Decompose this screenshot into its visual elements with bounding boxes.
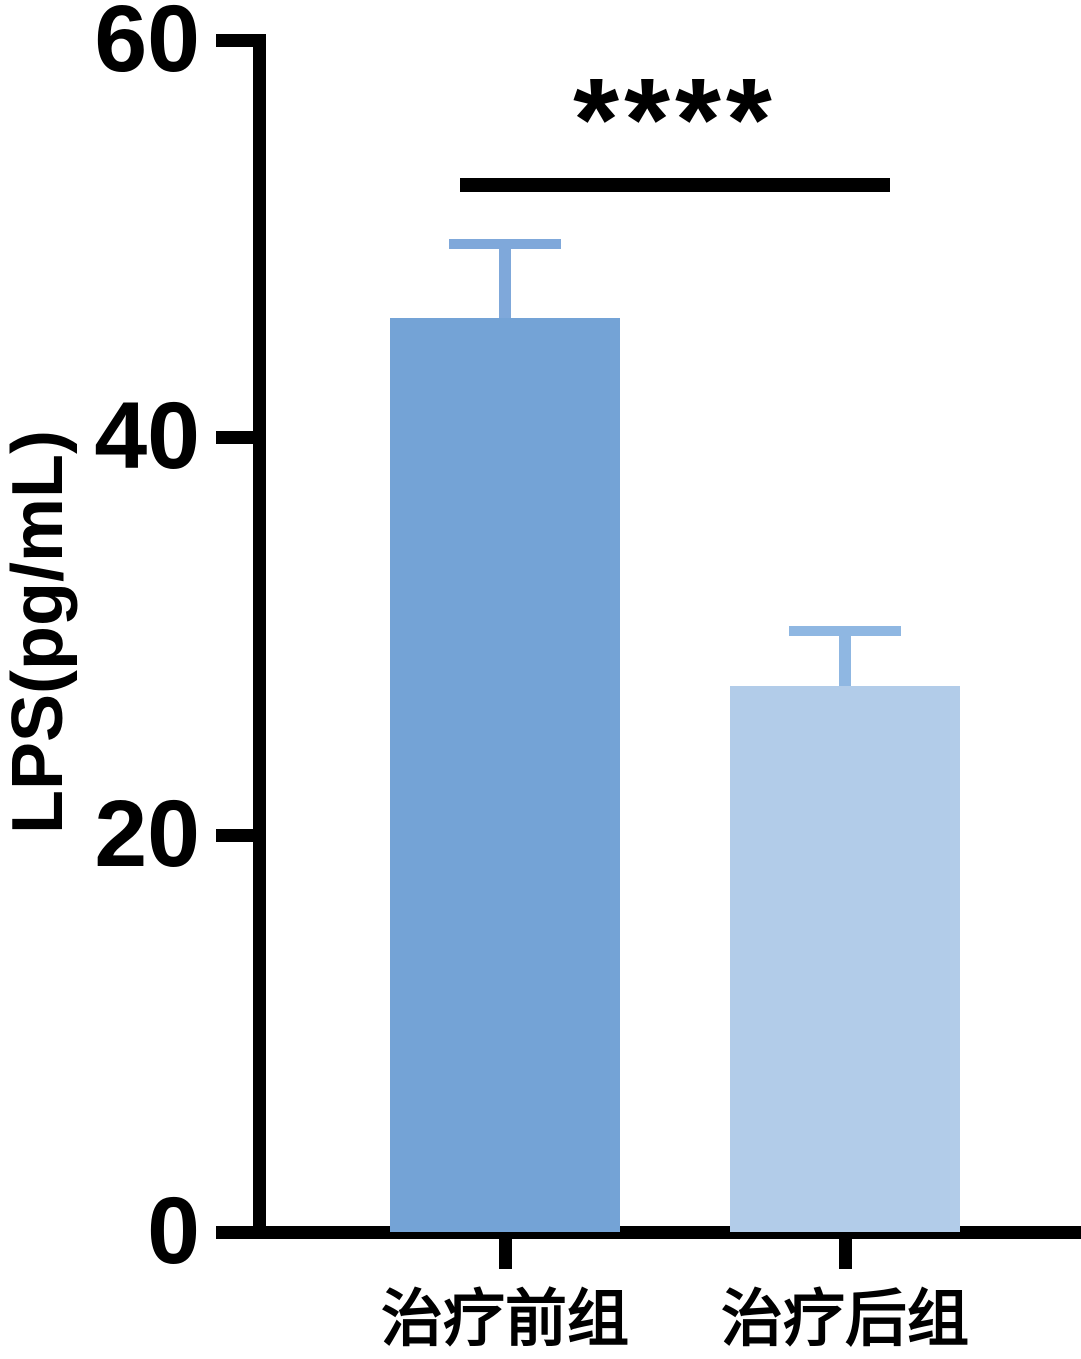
- y-tick-mark: [216, 431, 253, 445]
- y-tick-mark: [216, 1226, 253, 1239]
- error-bar-cap: [449, 238, 561, 249]
- error-bar-stem: [499, 238, 511, 339]
- bar-1: [390, 318, 620, 1232]
- y-axis-title: LPS(pg/mL): [0, 430, 78, 834]
- significance-line: [460, 178, 890, 192]
- y-tick-mark: [216, 828, 253, 842]
- y-axis-line: [253, 34, 266, 1239]
- x-tick-mark: [839, 1239, 852, 1269]
- significance-stars: ****: [573, 54, 777, 186]
- error-bar-cap: [789, 626, 901, 637]
- y-tick-label: 0: [147, 1178, 200, 1284]
- x-category-label: 治疗后组: [720, 1285, 969, 1354]
- bar-2: [730, 685, 960, 1232]
- x-category-label: 治疗前组: [380, 1285, 629, 1354]
- y-tick-mark: [216, 34, 253, 47]
- y-tick-label: 60: [94, 0, 200, 92]
- y-tick-label: 40: [94, 383, 200, 490]
- y-tick-label: 20: [94, 780, 200, 887]
- x-tick-mark: [499, 1239, 512, 1269]
